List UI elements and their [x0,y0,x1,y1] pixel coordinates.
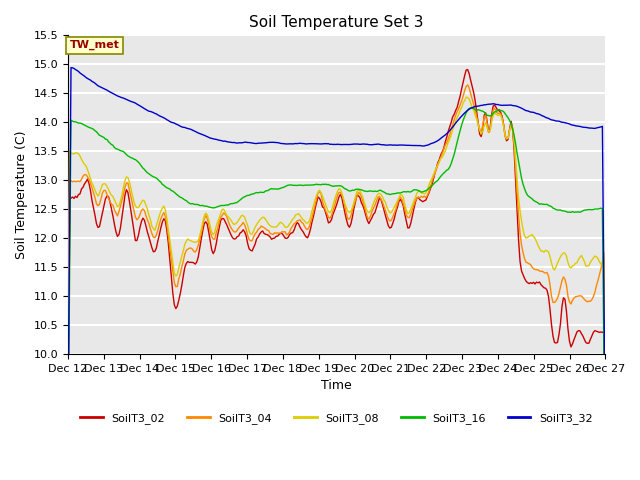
Legend: SoilT3_02, SoilT3_04, SoilT3_08, SoilT3_16, SoilT3_32: SoilT3_02, SoilT3_04, SoilT3_08, SoilT3_… [76,408,597,428]
X-axis label: Time: Time [321,379,352,393]
Title: Soil Temperature Set 3: Soil Temperature Set 3 [250,15,424,30]
Y-axis label: Soil Temperature (C): Soil Temperature (C) [15,131,28,259]
Text: TW_met: TW_met [70,40,120,50]
